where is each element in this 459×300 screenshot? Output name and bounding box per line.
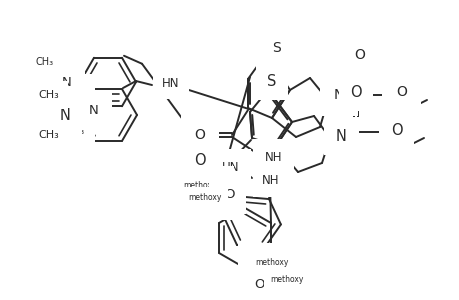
Text: O: O xyxy=(254,278,265,290)
Text: S: S xyxy=(271,41,280,55)
Text: HN: HN xyxy=(222,160,239,173)
Text: methoxy: methoxy xyxy=(189,188,217,193)
Text: CH₃: CH₃ xyxy=(67,84,85,94)
Text: O: O xyxy=(251,256,262,269)
Text: methoxy: methoxy xyxy=(188,194,221,202)
Text: NH: NH xyxy=(262,175,279,188)
Text: HN: HN xyxy=(162,76,179,89)
Text: O: O xyxy=(395,85,406,99)
Text: methoxy: methoxy xyxy=(255,258,288,267)
Text: CH₃: CH₃ xyxy=(39,90,59,100)
Text: O: O xyxy=(354,48,364,62)
Text: O: O xyxy=(349,85,361,100)
Text: O: O xyxy=(220,194,231,208)
Text: O: O xyxy=(194,152,205,167)
Text: O: O xyxy=(221,186,232,200)
Text: N: N xyxy=(333,88,344,102)
Text: CH₃: CH₃ xyxy=(36,57,54,67)
Text: CH₃: CH₃ xyxy=(36,97,54,107)
Text: methoxy: methoxy xyxy=(183,181,216,190)
Text: O: O xyxy=(209,179,220,192)
Text: methoxy: methoxy xyxy=(270,275,303,284)
Text: NH: NH xyxy=(264,151,282,164)
Text: O: O xyxy=(390,122,402,137)
Text: CH₃: CH₃ xyxy=(67,126,85,136)
Text: O: O xyxy=(224,188,235,200)
Text: methoxy: methoxy xyxy=(184,199,217,208)
Text: N: N xyxy=(62,76,72,88)
Text: N: N xyxy=(335,128,346,143)
Text: O: O xyxy=(194,128,205,142)
Text: S: S xyxy=(267,74,276,88)
Text: methoxy: methoxy xyxy=(190,189,224,198)
Text: CH₃: CH₃ xyxy=(39,130,59,140)
Text: N: N xyxy=(89,103,99,116)
Text: N: N xyxy=(59,107,70,122)
Text: O: O xyxy=(206,184,217,197)
